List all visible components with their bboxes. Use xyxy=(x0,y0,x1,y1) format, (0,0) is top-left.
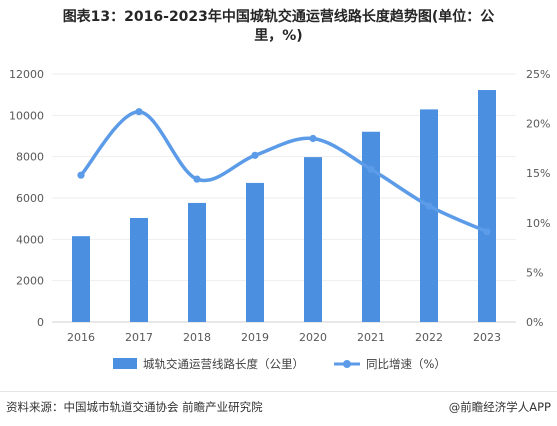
left-axis-tick-labels: 0 2000 4000 6000 8000 10000 12000 xyxy=(9,68,44,329)
line-point xyxy=(309,134,317,143)
footer: 资料来源：中国城市轨道交通协会 前瞻产业研究院 @前瞻经济学人APP xyxy=(6,398,551,416)
bar xyxy=(130,217,148,322)
right-tick-label: 0% xyxy=(526,316,543,329)
x-tick-label: 2020 xyxy=(299,331,327,344)
right-axis-tick-labels: 0% 5% 10% 15% 20% 25% xyxy=(526,68,550,329)
bar-series xyxy=(72,90,496,323)
bar xyxy=(478,90,496,323)
right-tick-label: 5% xyxy=(526,266,543,279)
line-point xyxy=(193,175,201,183)
left-tick-label: 12000 xyxy=(9,68,44,81)
x-tick-label: 2018 xyxy=(183,331,211,344)
left-tick-label: 6000 xyxy=(16,192,44,205)
legend: 城轨交通运营线路长度（公里） 同比增速（%） xyxy=(113,357,446,371)
brand-credit: @前瞻经济学人APP xyxy=(448,400,551,414)
x-tick-label: 2022 xyxy=(415,331,443,344)
footer-divider xyxy=(0,391,557,392)
bar xyxy=(246,182,264,322)
bar xyxy=(72,236,90,322)
source-note: 资料来源：中国城市轨道交通协会 前瞻产业研究院 xyxy=(6,400,263,414)
line-point xyxy=(483,228,491,236)
bar xyxy=(304,157,322,322)
legend-line-marker xyxy=(343,360,351,368)
bar xyxy=(420,109,438,322)
line-point xyxy=(135,108,143,116)
right-tick-label: 25% xyxy=(526,68,550,81)
chart-plot: 0 2000 4000 6000 8000 10000 12000 0% 5% 10% 15% 20… xyxy=(9,68,550,371)
bar xyxy=(362,131,380,322)
x-tick-label: 2019 xyxy=(241,331,269,344)
x-tick-label: 2023 xyxy=(473,331,501,344)
right-tick-label: 10% xyxy=(526,217,550,230)
left-tick-label: 4000 xyxy=(16,233,44,246)
right-tick-label: 20% xyxy=(526,118,550,131)
x-tick-label: 2016 xyxy=(67,331,95,344)
line-point xyxy=(77,171,85,179)
line-point xyxy=(425,202,433,210)
line-point xyxy=(367,165,375,173)
bar xyxy=(188,202,206,322)
line-series xyxy=(77,108,491,236)
right-tick-label: 15% xyxy=(526,167,550,180)
left-tick-label: 10000 xyxy=(9,109,44,122)
legend-line-label: 同比增速（%） xyxy=(366,357,446,371)
legend-bar-label: 城轨交通运营线路长度（公里） xyxy=(143,357,304,371)
x-tick-label: 2021 xyxy=(357,331,385,344)
left-tick-label: 8000 xyxy=(16,151,44,164)
left-tick-label: 2000 xyxy=(16,275,44,288)
x-tick-label: 2017 xyxy=(125,331,153,344)
grid-lines xyxy=(52,73,516,323)
chart-title-line-1: 图表13：2016-2023年中国城轨交通运营线路长度趋势图(单位：公 xyxy=(62,9,495,25)
x-axis-tick-labels: 2016 2017 2018 2019 2020 2021 2022 2023 xyxy=(67,331,501,344)
chart-title: 图表13：2016-2023年中国城轨交通运营线路长度趋势图(单位：公 里，%) xyxy=(0,8,557,46)
line-point xyxy=(251,151,259,159)
chart-title-line-2: 里，%) xyxy=(254,28,303,44)
legend-bar-swatch xyxy=(113,358,137,369)
left-tick-label: 0 xyxy=(37,316,44,329)
